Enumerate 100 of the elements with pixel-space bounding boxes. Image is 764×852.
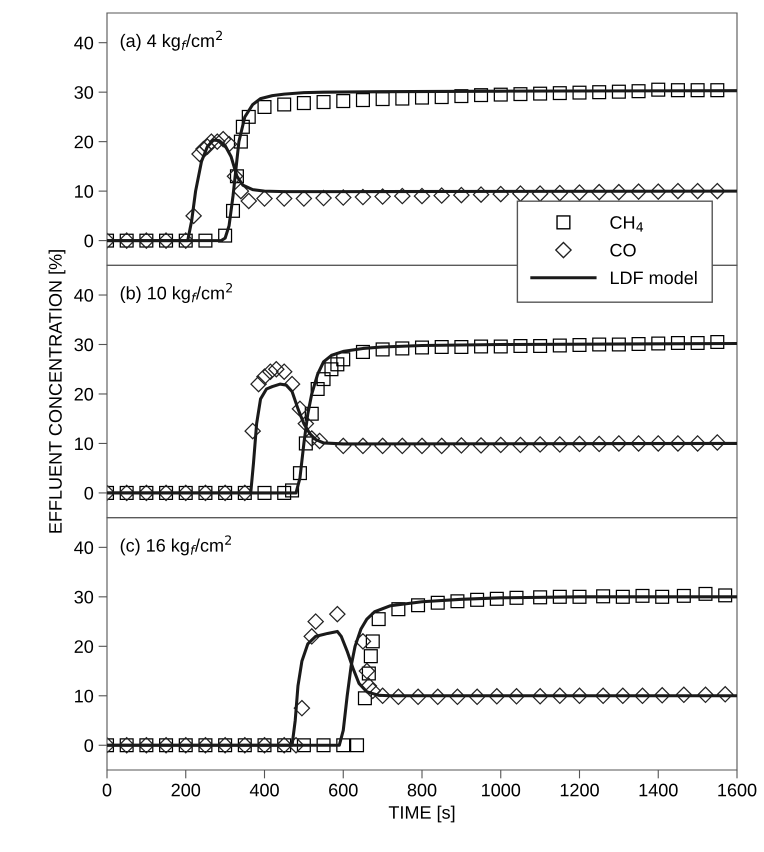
point bbox=[329, 606, 346, 622]
point bbox=[572, 338, 587, 352]
point bbox=[492, 186, 509, 202]
point bbox=[509, 590, 524, 605]
point bbox=[650, 183, 666, 200]
point bbox=[634, 688, 651, 704]
point bbox=[298, 436, 313, 450]
point bbox=[315, 190, 332, 206]
point bbox=[614, 688, 632, 704]
point bbox=[209, 133, 226, 150]
point bbox=[552, 436, 568, 453]
point bbox=[292, 400, 308, 418]
point bbox=[394, 438, 411, 454]
legend-label: CO bbox=[610, 244, 636, 257]
point bbox=[244, 422, 261, 440]
point bbox=[612, 337, 626, 352]
point bbox=[362, 666, 376, 681]
point bbox=[532, 436, 548, 453]
y-tick-label: 20 bbox=[74, 640, 94, 654]
point bbox=[185, 208, 202, 224]
point bbox=[492, 436, 509, 454]
point bbox=[552, 86, 567, 100]
y-tick-label: 30 bbox=[74, 338, 94, 352]
annotation: (a) 4 kg$_{f}$/cm$^{2}$ bbox=[120, 30, 222, 51]
point bbox=[449, 688, 466, 706]
point bbox=[236, 120, 250, 134]
point bbox=[257, 486, 272, 500]
point bbox=[203, 133, 220, 150]
point bbox=[268, 361, 285, 378]
point bbox=[276, 190, 292, 207]
point bbox=[394, 188, 411, 204]
point bbox=[616, 590, 630, 604]
point bbox=[232, 182, 250, 200]
point bbox=[390, 688, 407, 706]
point bbox=[651, 82, 666, 97]
point bbox=[571, 436, 588, 452]
point bbox=[474, 88, 488, 102]
y-tick-label: 20 bbox=[74, 388, 94, 401]
point bbox=[226, 168, 244, 185]
x-tick-label: 0 bbox=[102, 784, 112, 796]
point bbox=[512, 436, 529, 454]
point bbox=[654, 687, 670, 704]
point bbox=[372, 612, 386, 626]
point bbox=[472, 437, 490, 454]
y-tick-label: 40 bbox=[74, 541, 94, 554]
point bbox=[590, 184, 608, 200]
point bbox=[336, 94, 350, 108]
point bbox=[488, 688, 506, 705]
point bbox=[256, 368, 273, 385]
point bbox=[199, 138, 216, 155]
point bbox=[294, 700, 310, 716]
point bbox=[242, 110, 256, 124]
point bbox=[670, 336, 685, 350]
y-tick-label: 30 bbox=[74, 590, 94, 604]
point bbox=[256, 190, 273, 207]
point bbox=[234, 134, 248, 149]
point bbox=[474, 339, 488, 354]
point bbox=[316, 738, 331, 752]
point bbox=[572, 86, 587, 100]
point bbox=[552, 590, 567, 604]
point bbox=[434, 340, 449, 354]
point bbox=[358, 662, 376, 680]
point bbox=[430, 596, 445, 610]
point bbox=[296, 190, 312, 207]
point bbox=[472, 186, 490, 203]
annotation: (b) 10 kg$_{f}$/cm$^{2}$ bbox=[120, 282, 232, 304]
point bbox=[310, 382, 325, 396]
point bbox=[454, 340, 468, 354]
point bbox=[716, 686, 734, 703]
point bbox=[350, 738, 364, 752]
point bbox=[257, 100, 272, 114]
point bbox=[285, 483, 300, 498]
point bbox=[354, 633, 372, 650]
point bbox=[410, 688, 426, 706]
point bbox=[262, 363, 279, 380]
x-axis-title: TIME [s] bbox=[388, 806, 454, 822]
point bbox=[220, 136, 238, 152]
point bbox=[718, 588, 732, 602]
point bbox=[450, 594, 464, 608]
point bbox=[366, 634, 380, 648]
x-tick-label: 600 bbox=[329, 784, 358, 796]
y-tick-label: 40 bbox=[74, 288, 94, 302]
y-tick-label: 40 bbox=[74, 36, 94, 50]
point bbox=[336, 738, 350, 752]
point bbox=[470, 592, 484, 607]
point bbox=[356, 344, 370, 359]
point bbox=[304, 430, 320, 447]
point bbox=[690, 83, 705, 98]
point bbox=[632, 336, 646, 352]
point bbox=[630, 435, 647, 452]
point bbox=[364, 682, 382, 700]
point bbox=[292, 466, 307, 480]
point bbox=[277, 486, 292, 500]
point bbox=[610, 184, 628, 200]
point bbox=[214, 130, 232, 148]
y-tick-label: 0 bbox=[84, 739, 94, 752]
x-tick-label: 200 bbox=[172, 784, 200, 796]
x-tick-label: 1600 bbox=[718, 784, 756, 796]
point bbox=[218, 228, 232, 243]
point bbox=[651, 336, 666, 351]
